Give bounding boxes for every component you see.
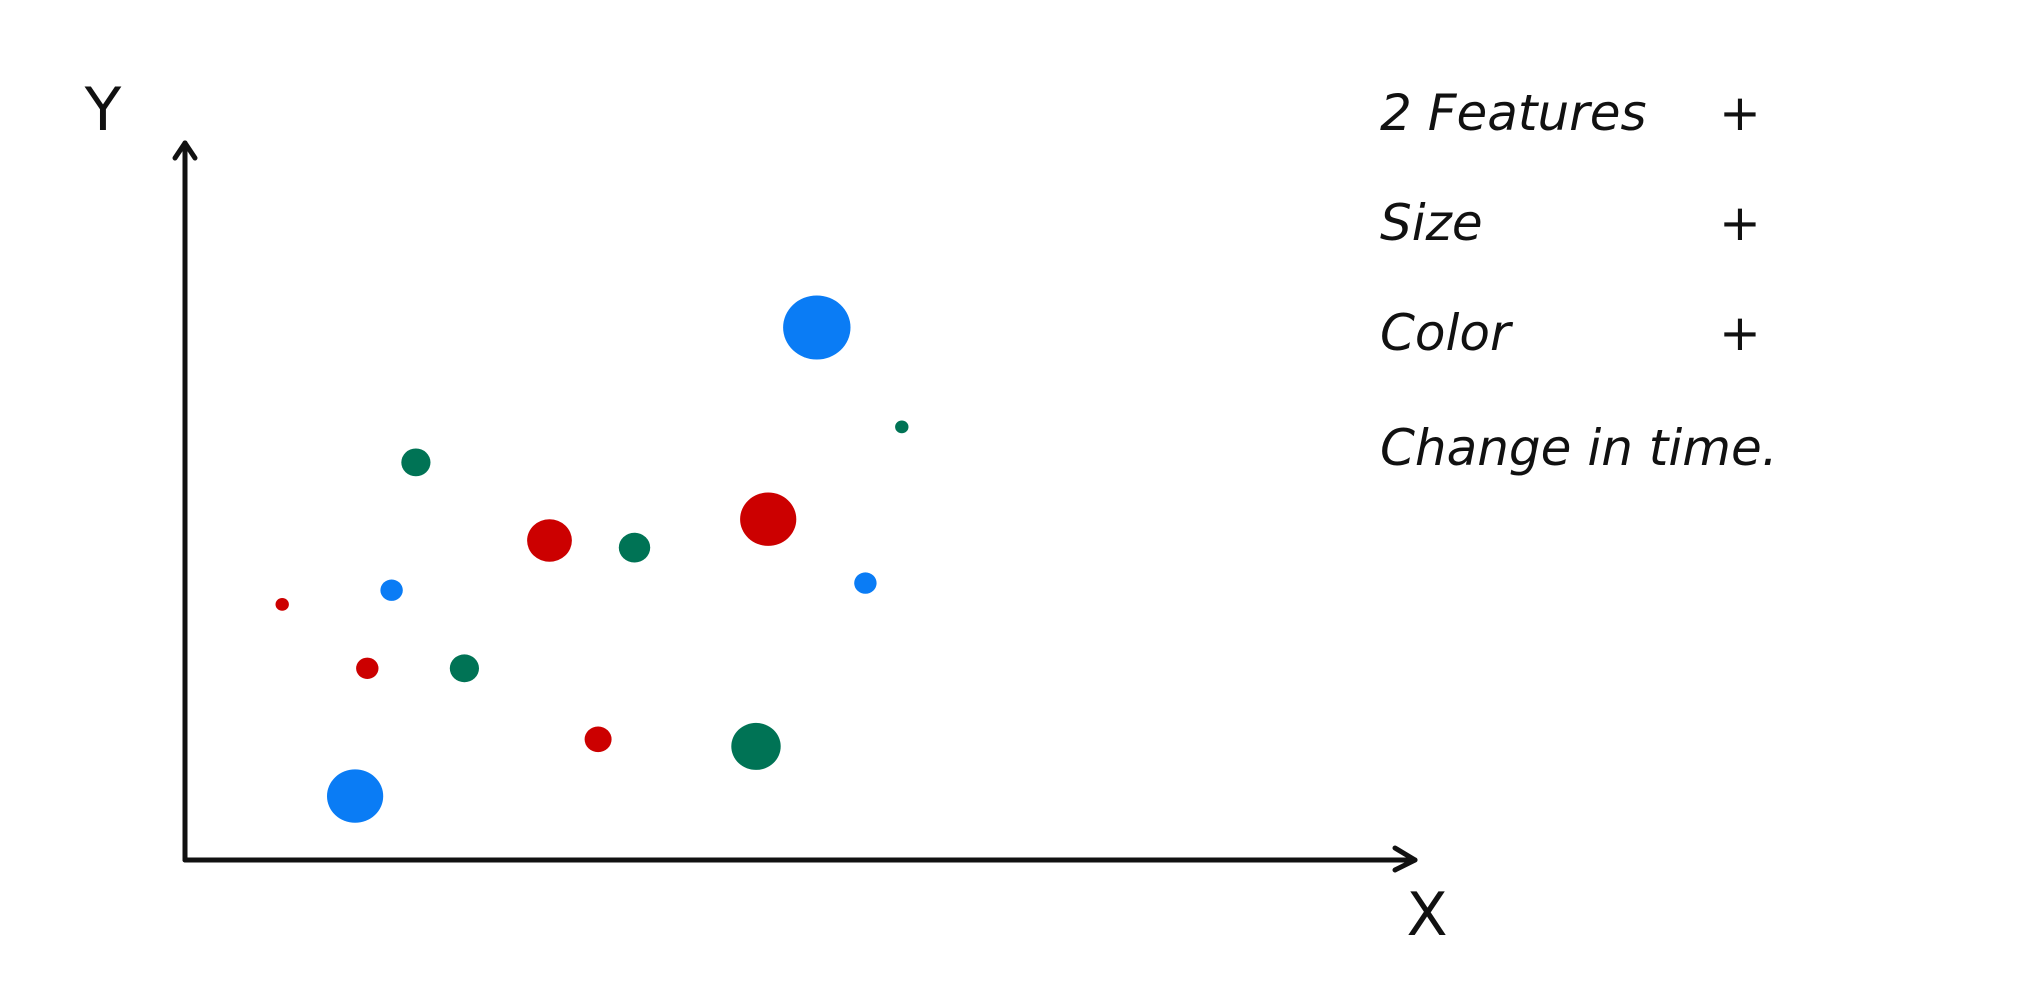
scatter-point-1-3: [356, 657, 379, 679]
y-axis-label: Y: [84, 75, 122, 145]
note-label-features: 2 Features: [1380, 84, 1647, 142]
scatter-point-1-1: [527, 519, 572, 562]
note-mark-features: +: [1719, 84, 1761, 142]
note-label-size: Size: [1380, 194, 1483, 252]
note-mark-color: +: [1719, 304, 1761, 362]
note-label-change-in-time: Change in time.: [1380, 419, 1778, 477]
y-axis-arrowhead: [172, 140, 198, 161]
note-label-color: Color: [1380, 304, 1514, 362]
notes-list: 2 Features + Size + Color + Change in ti…: [1380, 84, 1778, 477]
note-mark-size: +: [1719, 194, 1761, 252]
scatter-point-0-2: [854, 572, 877, 594]
scatter-point-2-4: [731, 722, 781, 770]
scatter-point-2-1: [618, 532, 651, 563]
x-axis-label: X: [1406, 880, 1447, 950]
axes: Y X: [84, 75, 1448, 950]
scatter-point-0-1: [380, 579, 403, 601]
scatter-point-2-2: [895, 420, 909, 434]
scatter-point-0-3: [327, 769, 384, 823]
scatter-point-1-2: [740, 492, 797, 546]
scatter-point-2-3: [449, 654, 479, 683]
scatter-points: [275, 295, 909, 823]
scatter-point-2-0: [401, 448, 431, 477]
scatter-point-0-0: [783, 295, 851, 360]
scatter-point-1-4: [584, 726, 612, 753]
scatter-point-1-0: [275, 598, 289, 611]
x-axis-arrowhead: [1392, 845, 1418, 873]
